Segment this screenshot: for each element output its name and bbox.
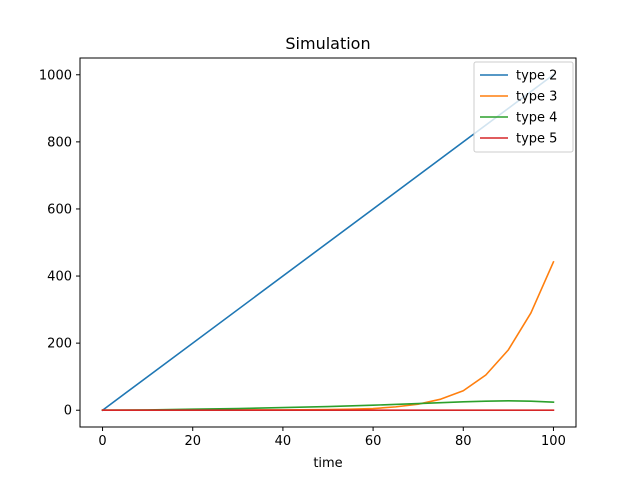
- y-tick-label: 400: [47, 270, 72, 285]
- legend-entry: type 2: [516, 69, 557, 84]
- chart-title: Simulation: [285, 34, 370, 53]
- y-tick-label: 800: [47, 135, 72, 150]
- x-tick-label: 100: [541, 434, 566, 449]
- x-axis-label: time: [313, 456, 342, 471]
- y-tick-label: 0: [64, 404, 72, 419]
- axes-frame: [79, 57, 577, 428]
- legend: type 2 type 3 type 4 type 5: [473, 61, 574, 153]
- x-tick-label: 20: [184, 434, 201, 449]
- legend-entry: type 4: [516, 111, 557, 126]
- x-tick-label: 60: [365, 434, 382, 449]
- y-axis-ticks: 0 200 400 600 800 1000: [39, 68, 80, 419]
- y-tick-label: 1000: [39, 68, 72, 83]
- series-line-type-4: [101, 400, 555, 412]
- legend-entry: type 3: [516, 90, 557, 105]
- legend-box: [473, 61, 574, 153]
- x-axis-ticks: 0 20 40 60 80 100: [98, 427, 566, 449]
- x-tick-label: 0: [98, 434, 106, 449]
- x-tick-label: 80: [455, 434, 472, 449]
- y-tick-label: 200: [47, 337, 72, 352]
- y-tick-label: 600: [47, 202, 72, 217]
- x-tick-label: 40: [275, 434, 292, 449]
- legend-entry: type 5: [516, 132, 557, 147]
